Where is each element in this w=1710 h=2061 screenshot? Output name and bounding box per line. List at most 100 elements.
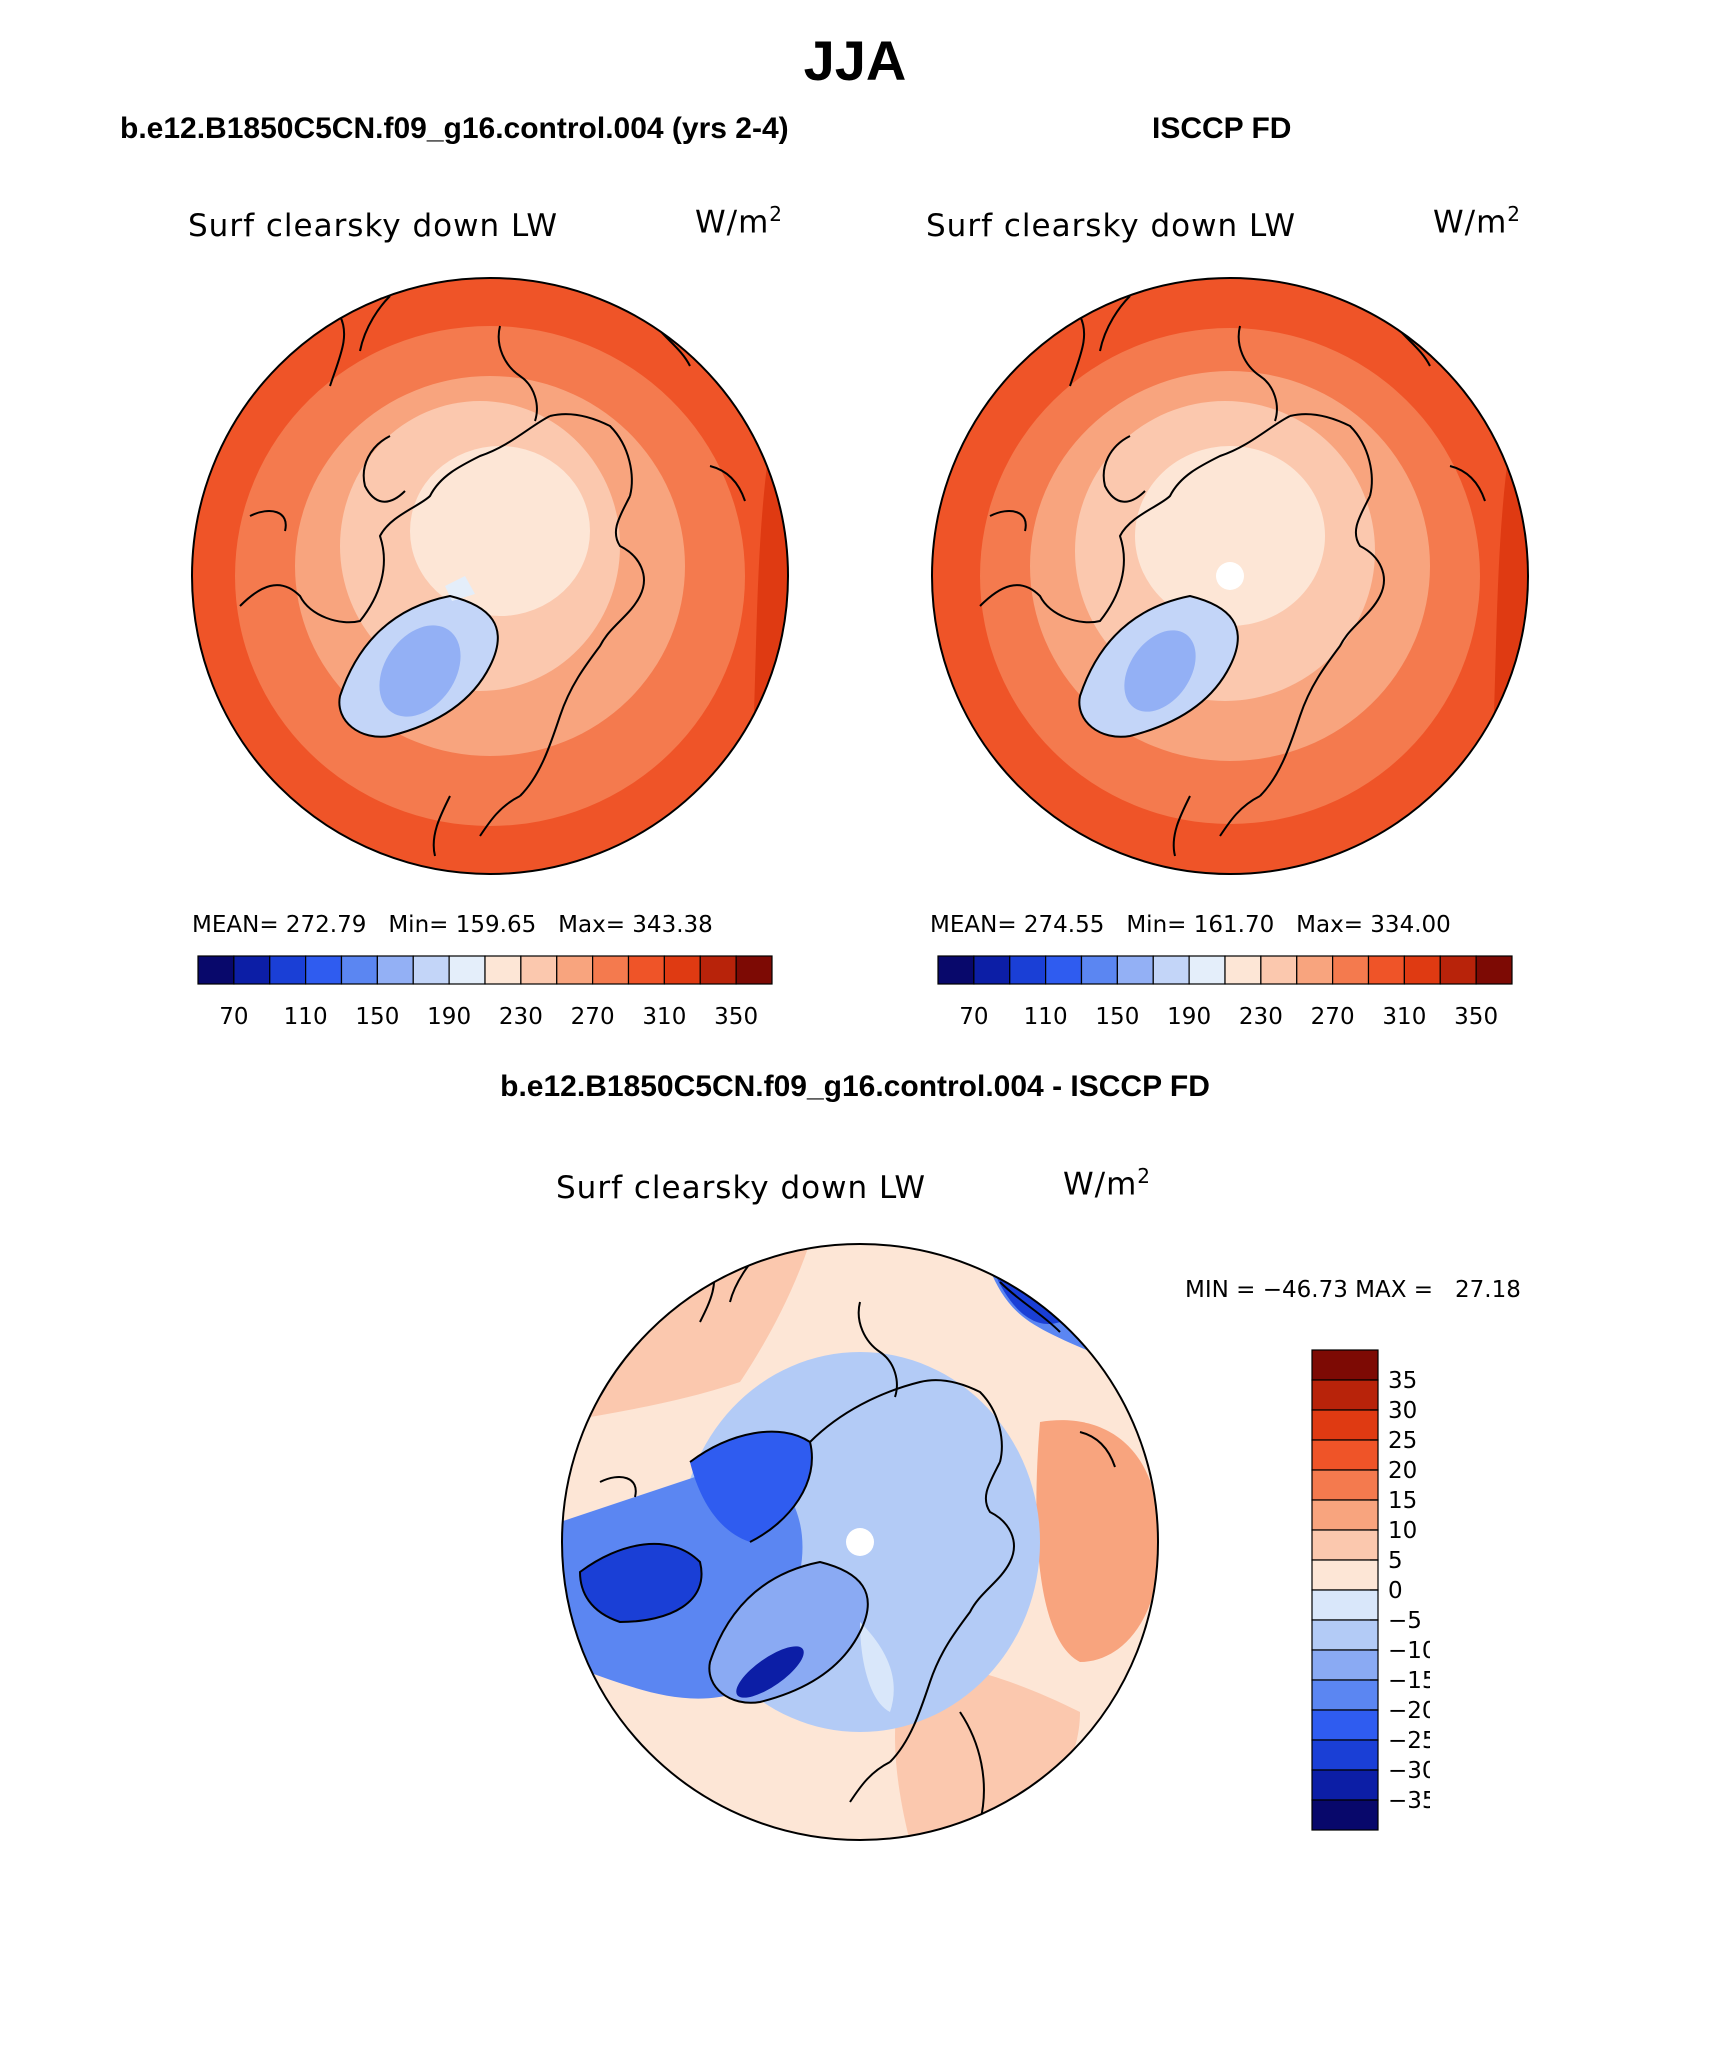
- colorbar-tick-label: 70: [219, 1004, 248, 1030]
- colorbar-swatch: [592, 955, 630, 985]
- colorbar-swatch: [340, 955, 378, 985]
- colorbar-tick-label: 20: [1388, 1458, 1417, 1484]
- difference-header: b.e12.B1850C5CN.f09_g16.control.004 - IS…: [500, 1070, 1210, 1103]
- obs-polar-map: [931, 277, 1529, 875]
- coastlines: [239, 295, 746, 857]
- colorbar-swatch: [1403, 955, 1441, 985]
- colorbar-swatch: [484, 955, 522, 985]
- colorbar-swatch: [1311, 1409, 1379, 1441]
- colorbar-tick-label: −15: [1388, 1668, 1430, 1694]
- difference-variable-label: Surf clearsky down LW: [556, 1170, 927, 1206]
- coastlines: [578, 1251, 1116, 1823]
- colorbar-tick-label: 230: [499, 1004, 543, 1030]
- model-stats: MEAN= 272.79 Min= 159.65 Max= 343.38: [192, 912, 713, 938]
- pole-missing-data: [846, 1528, 874, 1556]
- colorbar-tick-label: 270: [1311, 1004, 1355, 1030]
- colorbar-tick-label: 310: [1382, 1004, 1426, 1030]
- map-boundary: [561, 1243, 1159, 1841]
- colorbar-tick-label: 230: [1239, 1004, 1283, 1030]
- figure-title: JJA: [803, 29, 907, 92]
- svalbard-fill: [860, 1622, 894, 1712]
- colorbar-tick-label: 350: [714, 1004, 758, 1030]
- colorbar-tick-label: 35: [1388, 1368, 1417, 1394]
- colorbar-swatch: [1367, 955, 1405, 985]
- obs-colorbar: 70 110 150 190 230 270 310 350: [937, 955, 1513, 1030]
- difference-colorbar: 35 30 25 20 15 10 5 0 −5 −10 −15 −20 −25 −30 −35: [1311, 1349, 1430, 1831]
- colorbar-swatch: [448, 955, 486, 985]
- colorbar-swatch: [556, 955, 594, 985]
- colorbar-tick-label: 110: [1024, 1004, 1068, 1030]
- obs-variable-label: Surf clearsky down LW: [926, 208, 1297, 244]
- colorbar-swatch: [1009, 955, 1047, 985]
- colorbar-swatch: [1311, 1349, 1379, 1381]
- colorbar-tick-label: 270: [571, 1004, 615, 1030]
- colorbar-tick-label: 190: [427, 1004, 471, 1030]
- hudson-anomaly-fill: [580, 1543, 702, 1622]
- colorbar-swatch: [305, 955, 343, 985]
- colorbar-swatch: [269, 955, 307, 985]
- colorbar-swatch: [520, 955, 558, 985]
- colorbar-tick-label: −35: [1388, 1788, 1430, 1814]
- colorbar-swatch: [233, 955, 271, 985]
- colorbar-swatch: [699, 955, 737, 985]
- difference-minmax: MIN = −46.73 MAX = 27.18: [1185, 1277, 1521, 1303]
- obs-panel-header: ISCCP FD: [1152, 112, 1292, 145]
- colorbar-swatch: [1311, 1679, 1379, 1711]
- colorbar-tick-label: 190: [1167, 1004, 1211, 1030]
- colorbar-swatch: [412, 955, 450, 985]
- colorbar-swatch: [1311, 1769, 1379, 1801]
- colorbar-tick-label: 15: [1388, 1488, 1417, 1514]
- colorbar-swatch: [1311, 1469, 1379, 1501]
- colorbar-tick-label: −25: [1388, 1728, 1430, 1754]
- colorbar-tick-label: 110: [284, 1004, 328, 1030]
- coastlines: [979, 295, 1486, 857]
- colorbar-swatch: [1475, 955, 1513, 985]
- colorbar-swatch: [663, 955, 701, 985]
- map-boundary: [931, 277, 1529, 875]
- colorbar-tick-label: 10: [1388, 1518, 1417, 1544]
- map-boundary: [191, 277, 789, 875]
- colorbar-swatch: [1439, 955, 1477, 985]
- colorbar-tick-label: 350: [1454, 1004, 1498, 1030]
- colorbar-swatch: [197, 955, 235, 985]
- colorbar-swatch: [1311, 1589, 1379, 1621]
- colorbar-swatch: [1311, 1619, 1379, 1651]
- obs-stats: MEAN= 274.55 Min= 161.70 Max= 334.00: [930, 912, 1451, 938]
- greenland-core-fill: [1124, 630, 1196, 712]
- pole-missing-data: [1216, 562, 1244, 590]
- model-variable-label: Surf clearsky down LW: [188, 208, 559, 244]
- colorbar-tick-label: 25: [1388, 1428, 1417, 1454]
- colorbar-swatch: [1311, 1499, 1379, 1531]
- colorbar-swatch: [1311, 1799, 1379, 1831]
- colorbar-swatch: [1045, 955, 1083, 985]
- colorbar-swatch: [1311, 1529, 1379, 1561]
- archipelago-fill: [445, 576, 475, 601]
- colorbar-swatch: [735, 955, 773, 985]
- colorbar-swatch: [1224, 955, 1262, 985]
- colorbar-swatch: [1311, 1439, 1379, 1471]
- colorbar-tick-label: −20: [1388, 1698, 1430, 1724]
- colorbar-swatch: [1188, 955, 1226, 985]
- model-units-label: W/m2: [695, 202, 784, 241]
- colorbar-swatch: [1260, 955, 1298, 985]
- colorbar-swatch: [937, 955, 975, 985]
- difference-units-label: W/m2: [1063, 1164, 1152, 1203]
- difference-polar-map: [561, 1243, 1159, 1841]
- model-panel-header: b.e12.B1850C5CN.f09_g16.control.004 (yrs…: [120, 112, 789, 145]
- colorbar-swatch: [1311, 1649, 1379, 1681]
- eurasia-warm-fill: [1036, 1420, 1158, 1662]
- colorbar-tick-label: 70: [959, 1004, 988, 1030]
- colorbar-tick-label: −5: [1388, 1608, 1422, 1634]
- greenland-core-fill: [379, 625, 461, 717]
- colorbar-swatch: [1152, 955, 1190, 985]
- colorbar-tick-label: 0: [1388, 1578, 1403, 1604]
- obs-units-label: W/m2: [1433, 202, 1522, 241]
- colorbar-swatch: [1080, 955, 1118, 985]
- model-colorbar: 70 110 150 190 230 270 310 350: [197, 955, 773, 1030]
- colorbar-swatch: [627, 955, 665, 985]
- colorbar-tick-label: 30: [1388, 1398, 1417, 1424]
- greenland-fill: [709, 1562, 868, 1703]
- colorbar-swatch: [1116, 955, 1154, 985]
- colorbar-swatch: [1296, 955, 1334, 985]
- arctic-core-fill: [1135, 446, 1325, 626]
